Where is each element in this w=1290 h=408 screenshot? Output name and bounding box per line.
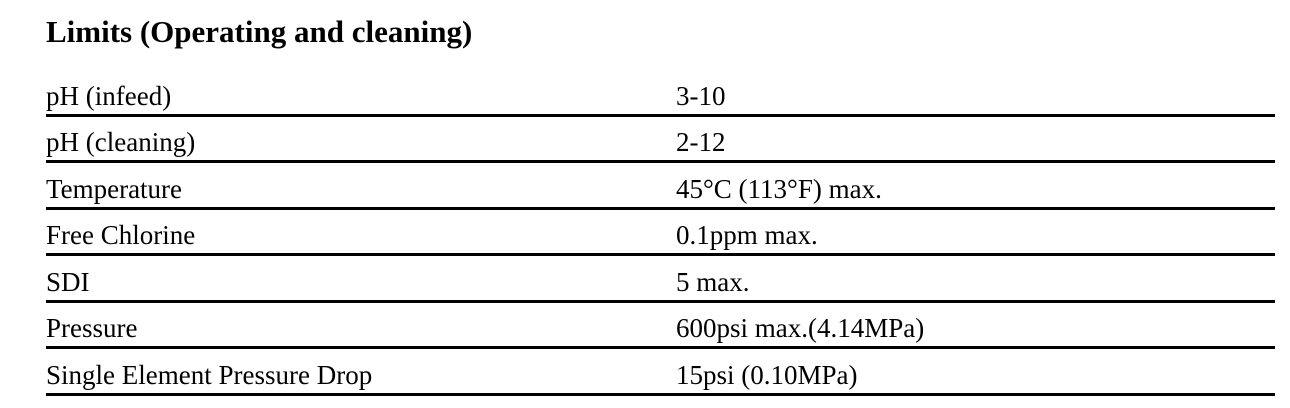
limit-value: 0.1ppm max.: [676, 220, 818, 250]
limit-value: 600psi max.(4.14MPa): [676, 313, 925, 343]
table-row: pH (cleaning) 2-12: [46, 117, 1275, 163]
limit-value: 2-12: [676, 127, 726, 157]
table-row: Pressure 600psi max.(4.14MPa): [46, 303, 1275, 349]
table-row: pH (infeed) 3-10: [46, 70, 1275, 117]
table-row: SDI 5 max.: [46, 256, 1275, 303]
parameter-name: pH (infeed): [46, 80, 172, 111]
limit-value: 15psi (0.10MPa): [676, 359, 858, 390]
table-row: Free Chlorine 0.1ppm max.: [46, 210, 1275, 256]
limit-value: 5 max.: [676, 266, 750, 297]
parameter-name: Free Chlorine: [46, 220, 196, 250]
parameter-name: pH (cleaning): [46, 127, 196, 157]
title: Limits (Operating and cleaning): [46, 14, 473, 49]
limit-value: 3-10: [676, 80, 726, 111]
table-row: Single Element Pressure Drop 15psi (0.10M…: [46, 349, 1275, 396]
limit-value: 45°C (113°F) max.: [676, 173, 882, 204]
parameter-name: Pressure: [46, 313, 138, 343]
table: pH (infeed) 3-10 pH (cleaning) 2-12 Temperat…: [46, 70, 1275, 396]
parameter-name: Temperature: [46, 173, 183, 204]
parameter-name: SDI: [46, 266, 90, 297]
table-row: Temperature 45°C (113°F) max.: [46, 163, 1275, 210]
parameter-name: Single Element Pressure Drop: [46, 359, 373, 390]
